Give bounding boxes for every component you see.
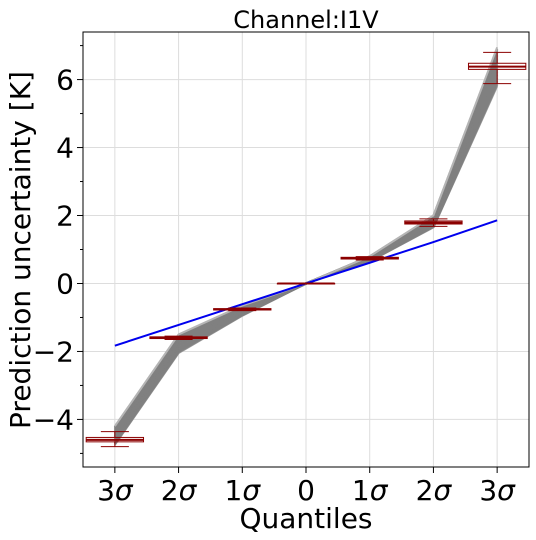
boxplot [276, 282, 336, 285]
boxplot [213, 307, 272, 312]
x-tick-label: 1σ [352, 474, 389, 507]
boxplot [467, 51, 527, 85]
chart-title: Channel:I1V [233, 6, 379, 34]
x-tick-label: 2σ [416, 474, 453, 507]
boxplot [149, 335, 208, 341]
boxplot-layer [85, 51, 527, 448]
y-tick-label: 0 [56, 267, 74, 300]
y-tick-label: −2 [33, 335, 74, 368]
x-tick-label: 1σ [224, 474, 261, 507]
y-tick-label: 4 [56, 132, 74, 165]
x-axis-label: Quantiles [239, 502, 372, 535]
x-tick-label: 3σ [97, 474, 134, 507]
y-tick-label: 2 [56, 200, 74, 233]
y-tick-layer: −4 −2 0 2 4 6 [33, 45, 83, 454]
boxplot [85, 431, 145, 448]
y-tick-label: −4 [33, 403, 74, 436]
y-tick-label: 6 [56, 64, 74, 97]
x-tick-layer: 3σ 2σ 1σ 0 1σ 2σ 3σ [97, 467, 516, 507]
x-tick-label: 3σ [479, 474, 516, 507]
grid-layer [83, 32, 529, 467]
boxplot [340, 256, 399, 261]
y-axis-label: Prediction uncertainty [K] [4, 71, 37, 429]
x-tick-label: 2σ [161, 474, 198, 507]
boxplot [404, 218, 463, 227]
x-tick-label: 0 [297, 474, 315, 507]
